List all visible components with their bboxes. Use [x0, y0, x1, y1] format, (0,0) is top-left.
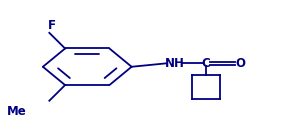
Text: F: F [47, 19, 55, 32]
Text: C: C [202, 57, 210, 70]
Text: Me: Me [7, 105, 27, 118]
Text: O: O [235, 57, 245, 70]
Text: NH: NH [165, 57, 184, 70]
